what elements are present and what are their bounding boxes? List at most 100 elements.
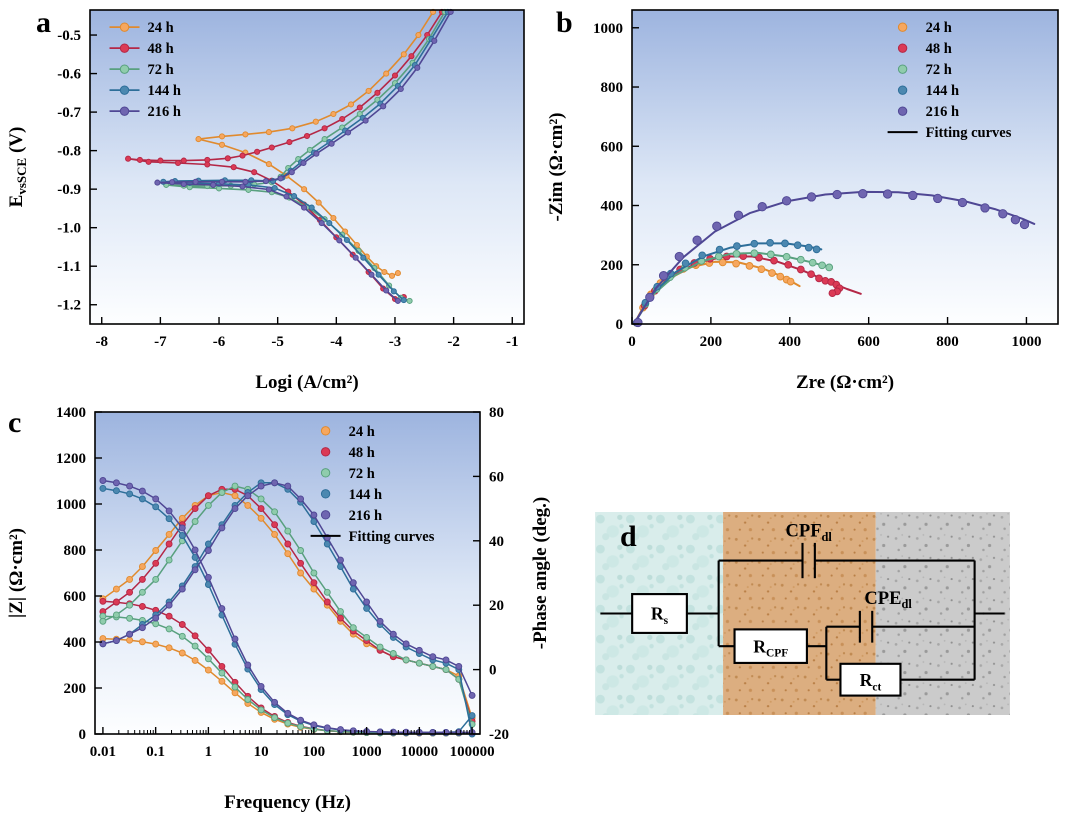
svg-text:72 h: 72 h bbox=[148, 62, 174, 78]
svg-text:-Phase angle (deg.): -Phase angle (deg.) bbox=[530, 497, 551, 650]
svg-text:800: 800 bbox=[601, 80, 624, 96]
svg-text:-6: -6 bbox=[213, 334, 226, 350]
svg-text:0: 0 bbox=[489, 663, 497, 679]
equivalent-circuit-svg: Rs RCPF Rct CPFdl CPEdl bbox=[595, 512, 1010, 715]
chart-b-nyquist: 0 200 400 600 800 1000 0 200 400 600 800 1000 Zre (Ω… bbox=[540, 0, 1080, 400]
svg-text:Rct: Rct bbox=[860, 670, 882, 693]
svg-text:24 h: 24 h bbox=[148, 20, 174, 36]
svg-text:-0.9: -0.9 bbox=[57, 182, 81, 198]
b-series bbox=[632, 189, 1036, 328]
svg-text:72 h: 72 h bbox=[926, 62, 952, 78]
svg-text:20: 20 bbox=[489, 598, 504, 614]
svg-text:40: 40 bbox=[489, 534, 504, 550]
svg-text:600: 600 bbox=[64, 589, 87, 605]
svg-text:-20: -20 bbox=[489, 727, 509, 743]
svg-text:60: 60 bbox=[489, 469, 504, 485]
svg-text:-4: -4 bbox=[330, 334, 343, 350]
svg-text:72 h: 72 h bbox=[349, 466, 375, 482]
svg-text:Zre (Ω·cm²): Zre (Ω·cm²) bbox=[796, 372, 894, 393]
svg-text:600: 600 bbox=[857, 334, 880, 350]
a-axes: -8 -7 -6 -5 -4 -3 -2 -1 -1.2 -1.1 -1.0 -0.9 -0.8 -0.7… bbox=[6, 28, 519, 393]
svg-text:80: 80 bbox=[489, 405, 504, 421]
svg-text:Frequency (Hz): Frequency (Hz) bbox=[224, 792, 351, 813]
svg-text:0.01: 0.01 bbox=[90, 744, 116, 760]
svg-text:-1.2: -1.2 bbox=[57, 298, 81, 314]
polarization-curves-chart: -8 -7 -6 -5 -4 -3 -2 -1 -1.2 -1.1 -1.0 -0.9 -0.8 -0.7… bbox=[6, 8, 525, 393]
svg-text:-2: -2 bbox=[447, 334, 460, 350]
svg-text:-7: -7 bbox=[154, 334, 167, 350]
svg-text:400: 400 bbox=[779, 334, 802, 350]
svg-text:-8: -8 bbox=[95, 334, 108, 350]
svg-text:0: 0 bbox=[616, 317, 624, 333]
bode-plot-chart: 0.01 0.1 1 10 100 1000 10000 100000020040060080… bbox=[6, 405, 551, 813]
svg-text:-1: -1 bbox=[506, 334, 519, 350]
svg-text:800: 800 bbox=[64, 543, 87, 559]
nyquist-plot-chart: 0 200 400 600 800 1000 0 200 400 600 800 1000 Zre (Ω… bbox=[546, 9, 1059, 393]
svg-text:1000: 1000 bbox=[56, 497, 86, 513]
svg-text:600: 600 bbox=[601, 139, 624, 155]
chart-a-polarization: -8 -7 -6 -5 -4 -3 -2 -1 -1.2 -1.1 -1.0 -0.9 -0.8 -0.7… bbox=[0, 0, 540, 400]
svg-text:144 h: 144 h bbox=[349, 487, 382, 503]
svg-text:48 h: 48 h bbox=[148, 41, 174, 57]
svg-text:144 h: 144 h bbox=[148, 83, 181, 99]
svg-text:|Z| (Ω·cm²): |Z| (Ω·cm²) bbox=[6, 528, 27, 618]
svg-text:Rs: Rs bbox=[651, 604, 669, 627]
svg-text:48 h: 48 h bbox=[926, 41, 952, 57]
a-series bbox=[125, 8, 454, 304]
chart-c-bode: 0.01 0.1 1 10 100 1000 10000 100000 0 200 400 600 80… bbox=[0, 400, 560, 820]
svg-text:200: 200 bbox=[700, 334, 723, 350]
svg-text:100: 100 bbox=[303, 744, 326, 760]
panel-label-d: d bbox=[620, 520, 637, 553]
svg-text:200: 200 bbox=[601, 258, 624, 274]
svg-text:-0.7: -0.7 bbox=[57, 105, 81, 121]
c-series bbox=[99, 477, 476, 738]
panel-label-b: b bbox=[556, 6, 573, 39]
svg-text:10000: 10000 bbox=[401, 744, 439, 760]
svg-text:-3: -3 bbox=[389, 334, 402, 350]
svg-text:Logi (A/cm²): Logi (A/cm²) bbox=[255, 372, 358, 393]
c-axes: 0.01 0.1 1 10 100 1000 10000 100000020040060080… bbox=[6, 405, 551, 813]
svg-text:400: 400 bbox=[601, 199, 624, 215]
svg-text:100000: 100000 bbox=[450, 744, 495, 760]
svg-text:1: 1 bbox=[205, 744, 213, 760]
svg-text:RCPF: RCPF bbox=[753, 636, 788, 659]
svg-text:48 h: 48 h bbox=[349, 445, 375, 461]
svg-text:1200: 1200 bbox=[56, 451, 86, 467]
svg-text:0.1: 0.1 bbox=[146, 744, 165, 760]
svg-text:1000: 1000 bbox=[1011, 334, 1041, 350]
b-axes: 0 200 400 600 800 1000 0 200 400 600 800 1000 Zre (Ω… bbox=[546, 21, 1041, 393]
svg-text:144 h: 144 h bbox=[926, 83, 959, 99]
svg-text:10: 10 bbox=[254, 744, 269, 760]
svg-text:1400: 1400 bbox=[56, 405, 86, 421]
svg-text:-1.0: -1.0 bbox=[57, 221, 81, 237]
svg-text:24 h: 24 h bbox=[926, 20, 952, 36]
svg-text:-1.1: -1.1 bbox=[57, 259, 81, 275]
svg-text:EvsSCE (V): EvsSCE (V) bbox=[6, 127, 29, 208]
a-legend: 24 h 48 h 72 h 144 h 216 h bbox=[109, 20, 181, 120]
svg-text:216 h: 216 h bbox=[926, 104, 959, 120]
svg-text:400: 400 bbox=[64, 635, 87, 651]
panel-label-c: c bbox=[8, 406, 22, 439]
svg-text:-0.8: -0.8 bbox=[57, 144, 81, 160]
svg-text:Fitting curves: Fitting curves bbox=[349, 529, 435, 545]
svg-text:800: 800 bbox=[936, 334, 959, 350]
c-legend: 24 h 48 h 72 h 144 h 216 h Fitting curves bbox=[310, 424, 435, 545]
b-legend: 24 h 48 h 72 h 144 h 216 h Fitting curves bbox=[887, 20, 1012, 141]
equivalent-circuit-diagram: Rs RCPF Rct CPFdl CPEdl bbox=[595, 512, 1010, 715]
panel-label-a: a bbox=[36, 6, 51, 39]
svg-text:0: 0 bbox=[628, 334, 636, 350]
svg-text:CPEdl: CPEdl bbox=[864, 588, 912, 611]
svg-text:Fitting curves: Fitting curves bbox=[926, 125, 1012, 141]
svg-text:-5: -5 bbox=[271, 334, 284, 350]
svg-text:216 h: 216 h bbox=[148, 104, 181, 120]
svg-text:200: 200 bbox=[64, 681, 87, 697]
svg-text:24 h: 24 h bbox=[349, 424, 375, 440]
svg-text:-0.6: -0.6 bbox=[57, 67, 81, 83]
svg-text:0: 0 bbox=[79, 727, 87, 743]
svg-text:1000: 1000 bbox=[593, 21, 623, 37]
svg-text:216 h: 216 h bbox=[349, 508, 382, 524]
svg-text:-Zim (Ω·cm²): -Zim (Ω·cm²) bbox=[546, 112, 567, 221]
svg-text:-0.5: -0.5 bbox=[57, 28, 81, 44]
svg-text:1000: 1000 bbox=[352, 744, 382, 760]
